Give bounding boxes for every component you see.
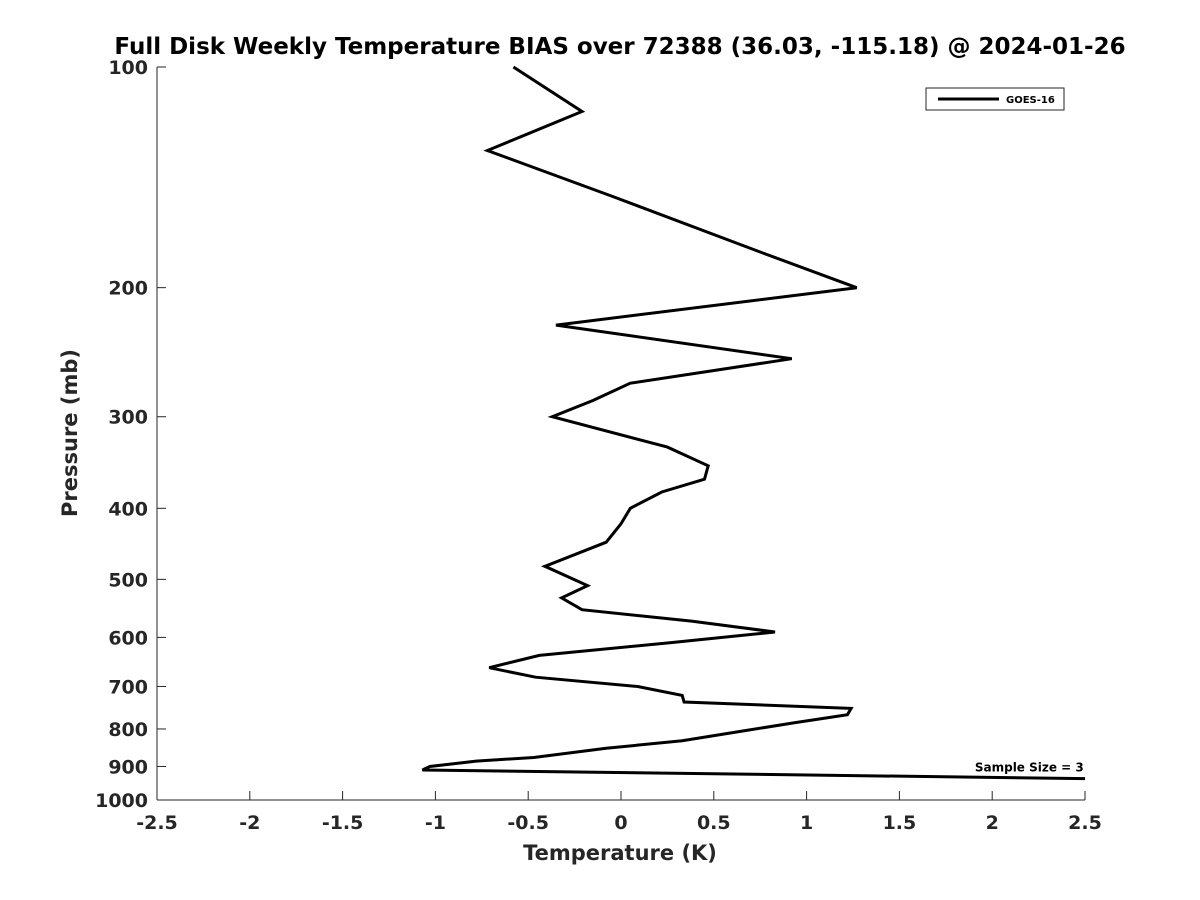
x-tick-label: 0.5 xyxy=(697,812,731,834)
x-tick-label: -2.5 xyxy=(136,812,178,834)
y-tick-label: 300 xyxy=(108,407,148,429)
y-tick-label: 900 xyxy=(108,756,148,778)
y-axis-ticks: 100 200 300 400 500 600 700 800 900 1000 xyxy=(95,57,166,812)
x-tick-label: 1 xyxy=(800,812,813,834)
y-tick-label: 1000 xyxy=(95,790,148,812)
sample-size-annotation: Sample Size = 3 xyxy=(975,760,1084,774)
chart-title: Full Disk Weekly Temperature BIAS over 7… xyxy=(114,34,1125,60)
y-tick-label: 600 xyxy=(108,627,148,649)
x-tick-label: -1.5 xyxy=(322,812,364,834)
y-tick-label: 700 xyxy=(108,676,148,698)
x-axis-label: Temperature (K) xyxy=(523,841,717,865)
y-tick-label: 400 xyxy=(108,498,148,520)
x-tick-label: 2.5 xyxy=(1068,812,1102,834)
y-tick-label: 800 xyxy=(108,719,148,741)
y-tick-label: 200 xyxy=(108,278,148,300)
x-axis-ticks: -2.5 -2 -1.5 -1 -0.5 0 0.5 1 1.5 2 2.5 xyxy=(136,791,1102,834)
legend: GOES-16 xyxy=(925,87,1065,111)
x-tick-label: -1 xyxy=(425,812,446,834)
y-tick-label: 100 xyxy=(108,57,148,79)
x-tick-label: -0.5 xyxy=(507,812,549,834)
x-tick-label: -2 xyxy=(239,812,260,834)
x-tick-label: 2 xyxy=(986,812,999,834)
series-layer xyxy=(421,65,1086,781)
y-axis-label: Pressure (mb) xyxy=(58,349,82,517)
annotations: Sample Size = 3 xyxy=(975,760,1084,774)
x-tick-label: 1.5 xyxy=(883,812,917,834)
y-tick-label: 500 xyxy=(108,569,148,591)
legend-label: GOES-16 xyxy=(1006,95,1055,106)
x-tick-label: 0 xyxy=(614,812,627,834)
series-line xyxy=(421,65,1086,781)
